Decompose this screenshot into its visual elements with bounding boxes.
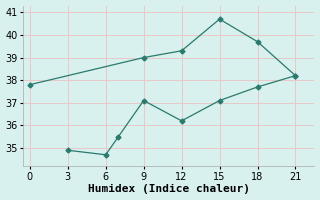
X-axis label: Humidex (Indice chaleur): Humidex (Indice chaleur) <box>88 184 250 194</box>
